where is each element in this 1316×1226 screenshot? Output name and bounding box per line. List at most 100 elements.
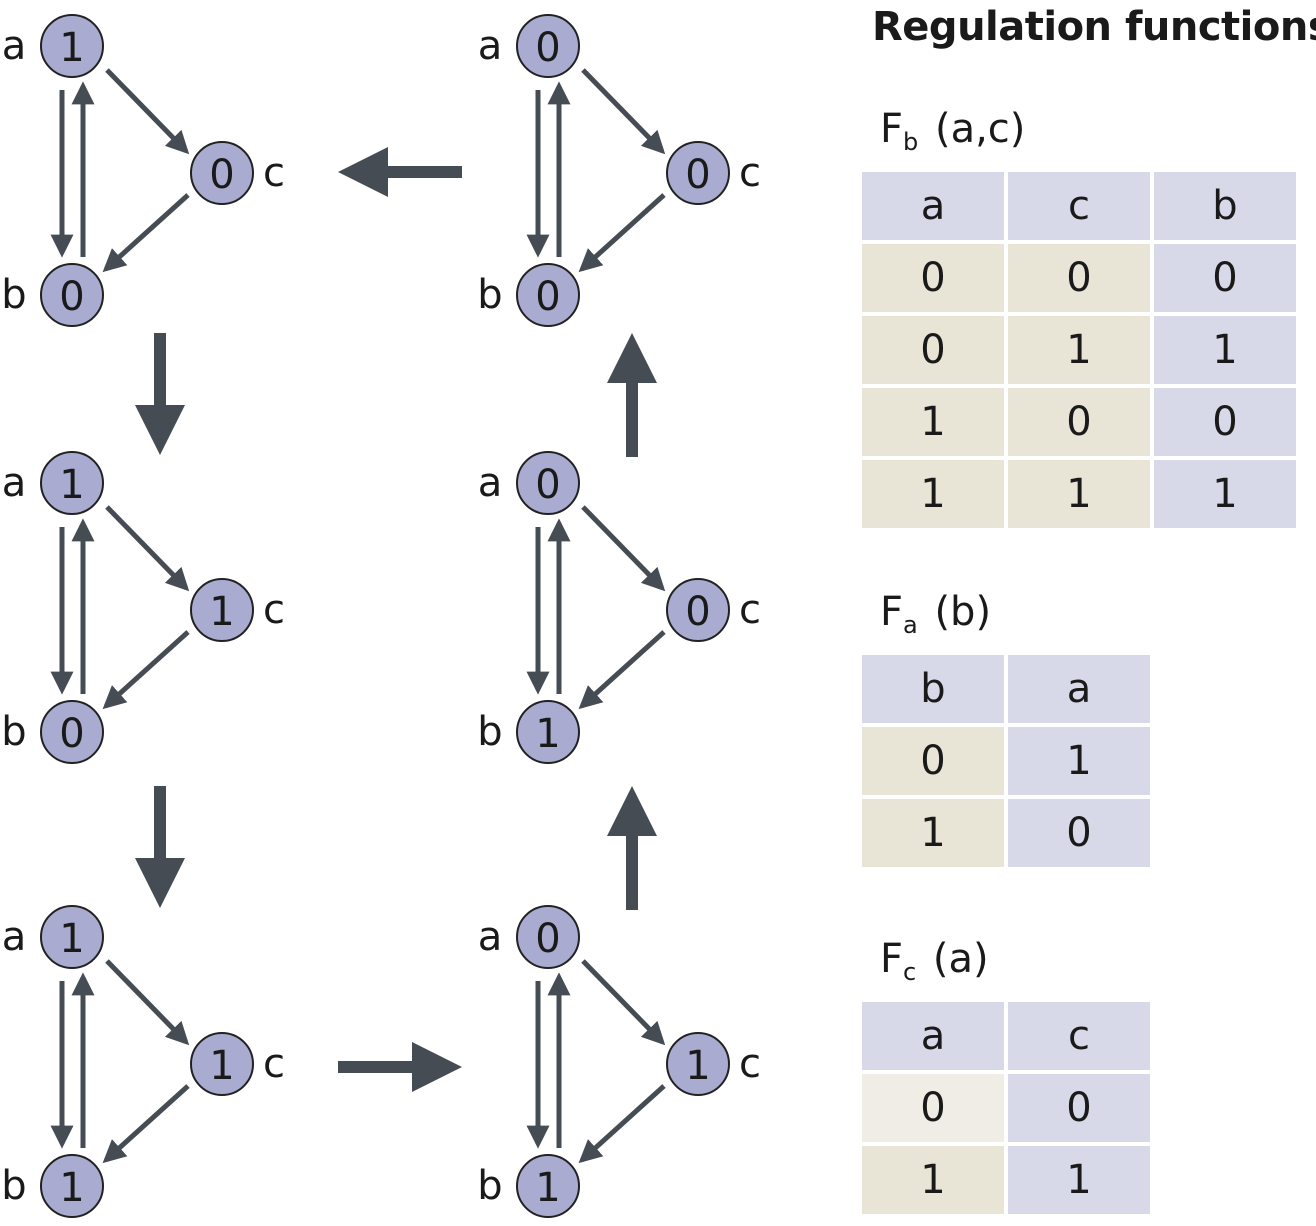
- table-cell: 1: [862, 799, 1004, 867]
- fc-truth-table: a c 0 0 1 1: [858, 998, 1154, 1218]
- table-row: 1 0: [862, 799, 1150, 867]
- table-row: 0 0: [862, 1074, 1150, 1142]
- node-c-label: c: [739, 1041, 761, 1087]
- node-a-value: 0: [535, 25, 560, 71]
- table-header-cell: a: [1008, 655, 1150, 723]
- edge-a-to-c: [581, 959, 666, 1046]
- node-b-label: b: [1, 1163, 26, 1209]
- node-c-value: 0: [685, 589, 710, 635]
- node-b-value: 0: [535, 274, 560, 320]
- table-cell: 1: [1154, 460, 1296, 528]
- table-cell: 0: [1008, 799, 1150, 867]
- table-cell: 0: [1008, 388, 1150, 456]
- node-b-circle: [40, 700, 104, 764]
- node-c-circle: [666, 578, 730, 642]
- node-c-value: 1: [685, 1043, 710, 1089]
- table-cell: 1: [1154, 316, 1296, 384]
- node-a-value: 1: [59, 462, 84, 508]
- node-a-label: a: [478, 460, 503, 506]
- node-c-circle: [666, 141, 730, 205]
- node-c-circle: [666, 1032, 730, 1096]
- fb-label: Fb (a,c): [880, 106, 1026, 156]
- table-cell: 1: [862, 460, 1004, 528]
- table-cell: 1: [1008, 460, 1150, 528]
- node-a-value: 1: [59, 916, 84, 962]
- node-b-circle: [516, 263, 580, 327]
- node-b-value: 1: [535, 1165, 560, 1211]
- edge-c-to-b: [578, 630, 666, 710]
- regulation-functions-title: Regulation functions: [872, 4, 1316, 50]
- table-header-cell: a: [862, 172, 1004, 240]
- table-row: 1 1: [862, 1146, 1150, 1214]
- node-b-label: b: [477, 1163, 502, 1209]
- node-a-label: a: [2, 914, 27, 960]
- table-header-cell: b: [1154, 172, 1296, 240]
- table-cell: 0: [1154, 244, 1296, 312]
- table-row: 0 1 1: [862, 316, 1296, 384]
- edge-a-to-c: [105, 959, 190, 1046]
- node-b-label: b: [477, 272, 502, 318]
- node-b-value: 1: [535, 711, 560, 757]
- table-header-row: a c: [862, 1002, 1150, 1070]
- node-c-label: c: [263, 587, 285, 633]
- node-b-label: b: [477, 709, 502, 755]
- table-cell: 1: [1008, 316, 1150, 384]
- node-b-label: b: [1, 709, 26, 755]
- node-c-value: 1: [209, 589, 234, 635]
- edge-c-to-b: [102, 1084, 190, 1164]
- node-a-circle: [40, 905, 104, 969]
- node-b-circle: [40, 263, 104, 327]
- node-b-value: 0: [59, 274, 84, 320]
- table-cell: 0: [862, 316, 1004, 384]
- node-a-circle: [40, 451, 104, 515]
- node-c-label: c: [263, 1041, 285, 1087]
- fa-truth-table: b a 0 1 1 0: [858, 651, 1154, 871]
- fa-label: Fa (b): [880, 589, 992, 639]
- edge-a-to-c: [581, 505, 666, 592]
- node-a-value: 1: [59, 25, 84, 71]
- table-header-cell: b: [862, 655, 1004, 723]
- node-c-label: c: [739, 587, 761, 633]
- node-c-value: 1: [209, 1043, 234, 1089]
- table-row: 1 1 1: [862, 460, 1296, 528]
- node-b-value: 0: [59, 711, 84, 757]
- transition-arrow-s2-s3: [135, 786, 185, 908]
- table-cell: 0: [1154, 388, 1296, 456]
- node-a-circle: [516, 14, 580, 78]
- table-cell: 0: [1008, 1074, 1150, 1142]
- node-a-circle: [516, 905, 580, 969]
- table-header-cell: c: [1008, 1002, 1150, 1070]
- transition-arrow-s6-s1: [338, 147, 462, 197]
- table-header-row: b a: [862, 655, 1150, 723]
- table-row: 1 0 0: [862, 388, 1296, 456]
- node-b-label: b: [1, 272, 26, 318]
- node-a-circle: [516, 451, 580, 515]
- table-row: 0 1: [862, 727, 1150, 795]
- fc-label: Fc (a): [880, 936, 989, 986]
- edge-c-to-b: [578, 1084, 666, 1164]
- node-c-label: c: [263, 150, 285, 196]
- node-c-circle: [190, 1032, 254, 1096]
- fb-truth-table: a c b 0 0 0 0 1 1 1 0 0 1 1 1: [858, 168, 1300, 532]
- node-a-value: 0: [535, 462, 560, 508]
- transition-arrow-s4-s5: [607, 786, 657, 910]
- table-cell: 1: [1008, 1146, 1150, 1214]
- table-cell: 1: [862, 1146, 1004, 1214]
- node-b-circle: [516, 700, 580, 764]
- edge-c-to-b: [102, 193, 190, 273]
- node-c-label: c: [739, 150, 761, 196]
- node-b-circle: [516, 1154, 580, 1218]
- table-cell: 0: [862, 244, 1004, 312]
- transition-arrow-s3-s4: [338, 1042, 462, 1092]
- edge-a-to-c: [105, 505, 190, 592]
- edge-c-to-b: [578, 193, 666, 273]
- node-a-label: a: [2, 23, 27, 69]
- table-cell: 1: [862, 388, 1004, 456]
- node-c-value: 0: [685, 152, 710, 198]
